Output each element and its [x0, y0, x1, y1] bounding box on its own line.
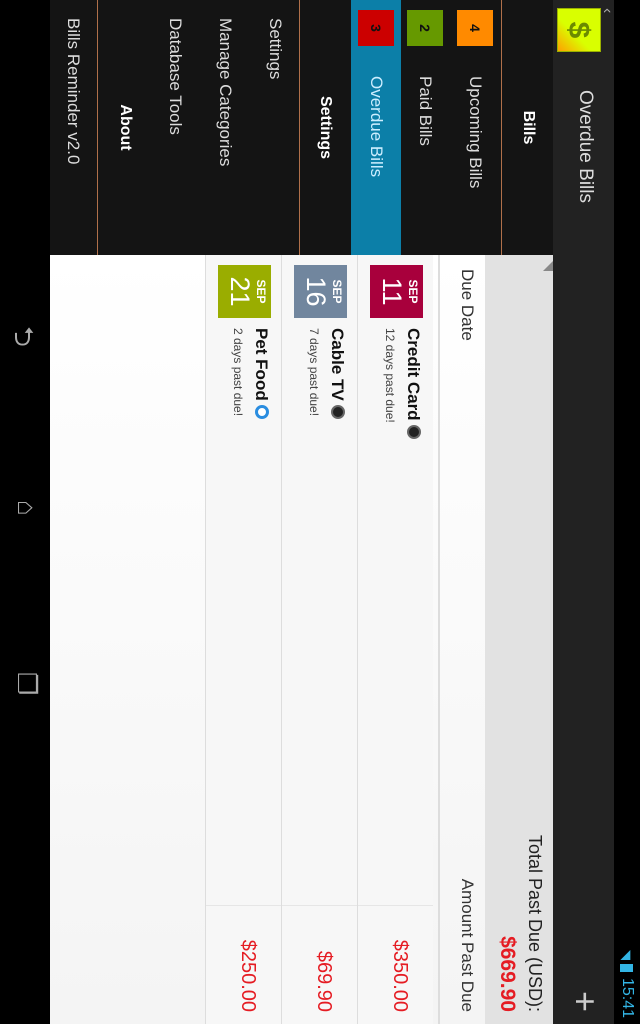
date-day: 16: [301, 276, 331, 307]
bill-name: Pet Food: [252, 328, 271, 401]
dollar-icon[interactable]: $: [557, 8, 601, 52]
drawer-item-database-tools[interactable]: Database Tools: [166, 18, 185, 135]
bill-row[interactable]: SEP 16 Cable TV 7 days past due! $69.90: [281, 255, 357, 1024]
date-badge: SEP 21: [218, 265, 271, 318]
drawer-header-about: About: [117, 104, 134, 151]
date-month: SEP: [406, 279, 420, 304]
summary-bar: Total Past Due (USD): $669.90: [485, 255, 553, 1024]
divider: [282, 905, 357, 906]
drawer-item-paid-bills[interactable]: 2 Paid Bills: [400, 0, 450, 255]
bill-status: 2 days past due!: [231, 328, 245, 417]
divider: [299, 0, 300, 255]
bill-name-wrap: Credit Card: [403, 328, 423, 439]
count-badge: 3: [358, 10, 394, 46]
bill-status: 7 days past due!: [307, 328, 321, 417]
date-month: SEP: [254, 279, 268, 304]
tv-icon: [331, 404, 345, 419]
page-title: Overdue Bills: [575, 90, 596, 203]
column-due-date[interactable]: Due Date: [458, 269, 477, 341]
bill-name-wrap: Pet Food: [251, 328, 271, 419]
date-month: SEP: [330, 279, 344, 304]
date-badge: SEP 11: [370, 265, 423, 318]
tv-icon: [407, 424, 421, 439]
bill-amount: $350.00: [389, 939, 411, 1012]
column-headers: Due Date Amount Past Due: [438, 255, 485, 1024]
count-badge: 4: [457, 10, 493, 46]
drawer-header-bills: Bills: [520, 110, 537, 145]
bill-row[interactable]: SEP 21 Pet Food 2 days past due! $250.00: [205, 255, 281, 1024]
bill-row[interactable]: SEP 11 Credit Card 12 days past due! $35…: [357, 255, 433, 1024]
date-day: 11: [377, 277, 407, 306]
bill-status: 12 days past due!: [383, 328, 397, 423]
bill-name: Cable TV: [328, 328, 347, 401]
clock: 15:41: [619, 977, 636, 1018]
bill-amount: $69.90: [313, 950, 335, 1012]
drawer-item-label: Paid Bills: [416, 76, 435, 146]
wifi-icon: ◥: [619, 950, 634, 960]
navigation-bar: ⮌ ⌂ ❐: [0, 0, 50, 1024]
battery-icon: [620, 964, 633, 972]
recents-icon[interactable]: ❐: [12, 672, 42, 696]
drawer-header-settings: Settings: [317, 95, 334, 160]
drawer-item-label: Upcoming Bills: [466, 76, 485, 189]
total-label: Total Past Due (USD):: [525, 834, 545, 1012]
divider: [97, 0, 98, 255]
bill-amount: $250.00: [237, 939, 259, 1012]
drawer-item-settings[interactable]: Settings: [266, 18, 285, 80]
refresh-icon: [255, 404, 269, 419]
status-bar: ◥ 15:41: [614, 0, 640, 1024]
drawer-item-label: Overdue Bills: [367, 76, 386, 178]
date-day: 21: [225, 276, 255, 307]
count-badge: 2: [407, 10, 443, 46]
bill-name: Credit Card: [404, 328, 423, 421]
divider: [358, 905, 433, 906]
divider: [501, 0, 502, 255]
date-badge: SEP 16: [294, 265, 347, 318]
navigation-drawer: Bills 4 Upcoming Bills 2 Paid Bills 3 Ov…: [50, 0, 553, 255]
plus-icon[interactable]: +: [565, 990, 606, 1012]
home-icon[interactable]: ⌂: [12, 500, 42, 516]
drawer-item-manage-categories[interactable]: Manage Categories: [216, 18, 235, 167]
drawer-item-overdue-bills[interactable]: 3 Overdue Bills: [351, 0, 401, 255]
back-icon[interactable]: ⮌: [9, 326, 39, 347]
drawer-item-version[interactable]: Bills Reminder v2.0: [64, 18, 83, 165]
bill-name-wrap: Cable TV: [327, 328, 347, 419]
divider: [206, 905, 281, 906]
column-amount[interactable]: Amount Past Due: [458, 878, 477, 1012]
drawer-item-upcoming-bills[interactable]: 4 Upcoming Bills: [450, 0, 500, 255]
action-bar: ‹ $ Overdue Bills +: [553, 0, 616, 1024]
corner-triangle-icon: [543, 261, 553, 271]
total-value: $669.90: [496, 936, 519, 1012]
bill-list-panel: Total Past Due (USD): $669.90 Due Date A…: [50, 255, 553, 1024]
